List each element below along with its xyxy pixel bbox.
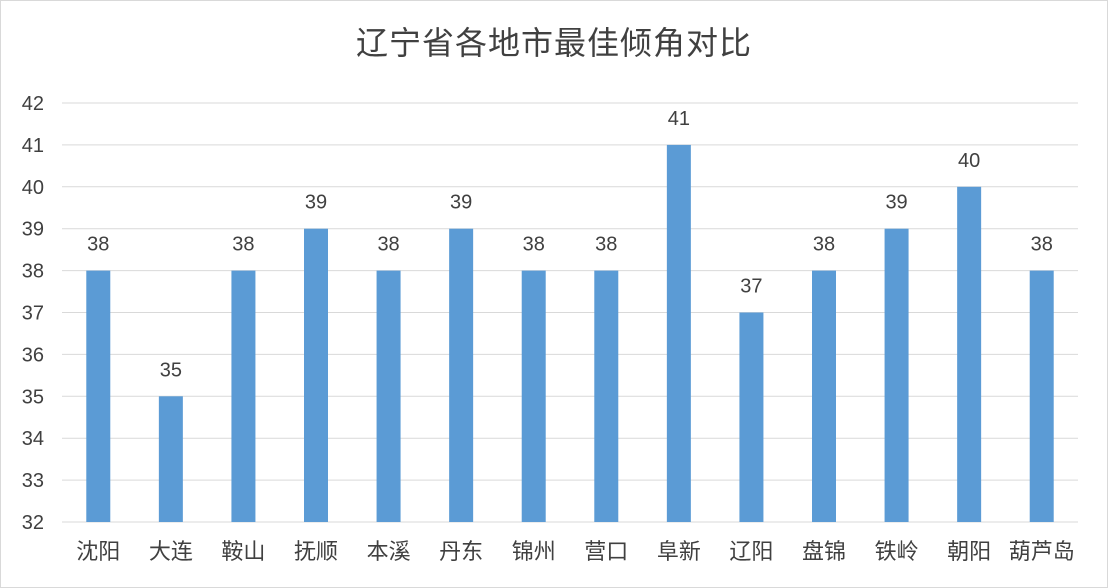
data-label: 35 [160,359,182,381]
bar [812,270,836,522]
data-label: 38 [377,234,399,256]
bars [86,144,1054,523]
data-label: 38 [232,234,254,256]
x-category-label: 朝阳 [947,540,991,565]
bar [1029,270,1054,522]
x-axis-categories: 沈阳 大连 鞍山 抚顺 本溪 丹东 锦州 营口 阜新 辽阳 盘锦 铁岭 朝阳 葫芦岛 [76,540,1074,565]
data-label: 38 [523,234,545,256]
x-category-label: 抚顺 [294,540,338,565]
data-label: 38 [87,234,109,256]
data-label: 39 [885,192,907,214]
x-category-label: 本溪 [367,540,411,565]
y-tick-label: 38 [22,261,44,283]
bar [158,396,183,522]
chart-title: 辽宁省各地市最佳倾角对比 [355,24,752,62]
y-tick-label: 33 [22,470,44,492]
x-category-label: 辽阳 [729,540,773,565]
y-tick-label: 39 [22,219,44,241]
y-tick-label: 42 [22,93,44,115]
y-tick-label: 41 [22,135,44,157]
bar [594,270,619,522]
data-label: 37 [740,276,762,298]
bar [376,270,401,522]
bar [521,270,546,522]
bar [666,144,691,522]
data-label: 38 [595,234,617,256]
x-category-label: 营口 [584,540,628,565]
gridlines [62,102,1078,523]
x-category-label: 鞍山 [221,540,265,565]
bar [739,312,764,522]
y-tick-label: 37 [22,303,44,325]
bar [449,228,474,522]
y-tick-label: 35 [22,386,44,408]
x-category-label: 铁岭 [875,540,919,565]
x-category-label: 葫芦岛 [1009,540,1075,565]
x-category-label: 盘锦 [802,540,846,565]
bar [304,228,328,522]
bar [231,270,256,522]
data-label: 39 [450,192,472,214]
data-label: 38 [1031,234,1053,256]
data-label: 39 [305,192,327,214]
data-label: 40 [958,150,980,172]
y-tick-label: 32 [22,512,44,534]
y-tick-label: 40 [22,177,44,199]
bar [957,186,982,523]
x-category-label: 锦州 [512,540,556,565]
x-category-label: 大连 [149,540,193,565]
bar [86,270,111,522]
y-tick-label: 34 [22,428,44,450]
x-category-label: 沈阳 [76,540,120,565]
data-label: 41 [668,108,690,130]
y-tick-label: 36 [22,344,44,366]
x-category-label: 阜新 [657,540,701,565]
data-labels: 38 35 38 39 38 39 38 38 41 37 38 39 40 38 [87,108,1053,381]
data-label: 38 [813,234,835,256]
x-category-label: 丹东 [439,540,483,565]
y-axis-ticks: 32 33 34 35 36 37 38 39 40 41 42 [22,93,44,534]
bar [884,228,909,522]
